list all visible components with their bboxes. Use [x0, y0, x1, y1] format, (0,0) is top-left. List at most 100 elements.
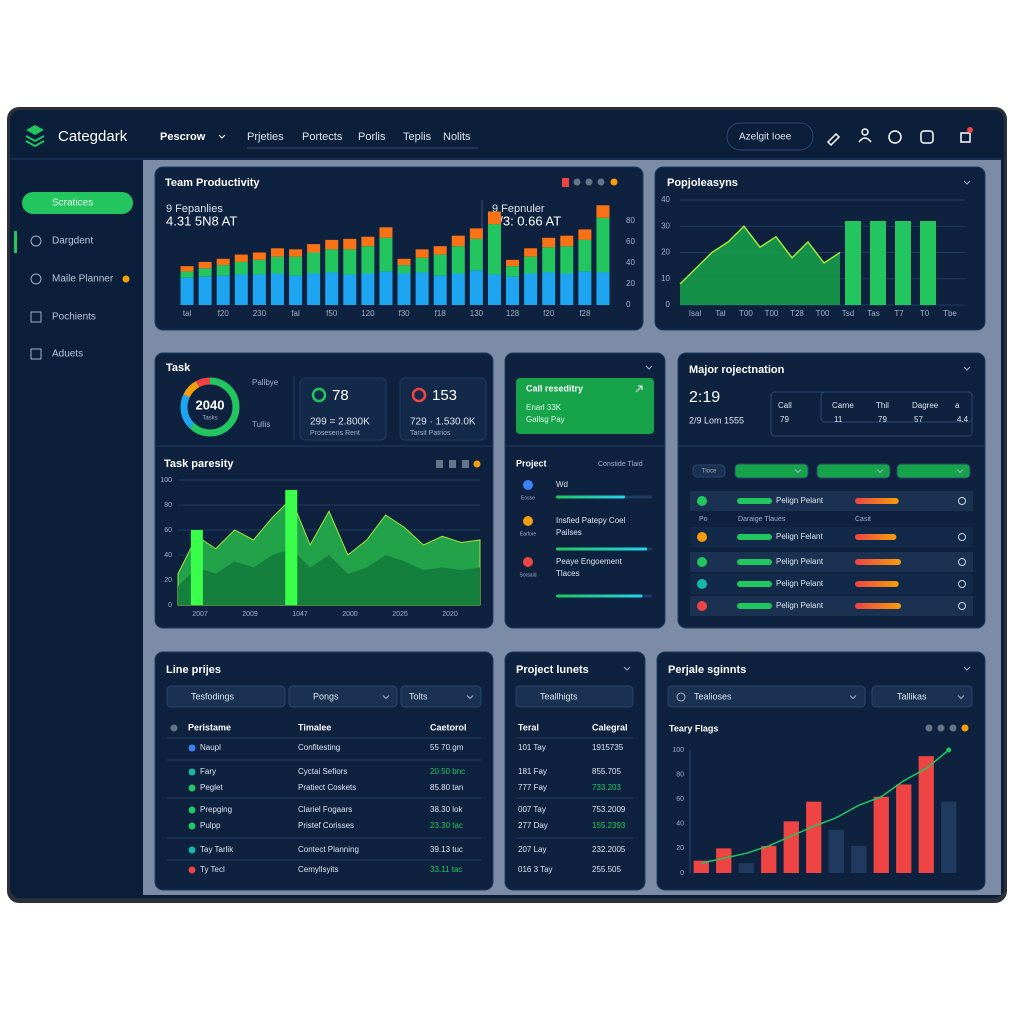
bar-segment — [487, 211, 501, 225]
y-tick-label: 80 — [164, 502, 172, 509]
x-tick-label: f20 — [543, 309, 555, 318]
legend-item: Tullis — [252, 420, 270, 429]
row-pill — [737, 581, 772, 587]
y-tick-label: 80 — [676, 771, 684, 778]
y-tick-label: 100 — [160, 477, 172, 484]
panel-title: Popjoleasyns — [667, 177, 738, 189]
cell: 23.30 tac — [430, 821, 463, 830]
nav-item[interactable]: Portects — [302, 131, 343, 143]
nav-item[interactable]: Prjeties — [247, 131, 284, 143]
filter-dropdown[interactable] — [667, 685, 866, 708]
stat-value: 4.31 5N8 AT — [166, 213, 237, 228]
filter-dropdown[interactable] — [734, 463, 809, 479]
edit-icon[interactable] — [826, 132, 841, 147]
stat-sub: Tarsit Patrios — [410, 430, 451, 437]
y-tick-label: 10 — [661, 274, 670, 283]
menu-caret — [218, 134, 226, 139]
row-action[interactable] — [958, 558, 966, 566]
bar-segment — [596, 217, 610, 273]
row-action[interactable] — [958, 533, 966, 541]
row-icon — [697, 557, 707, 567]
filter-dropdown[interactable] — [166, 685, 286, 708]
nav-item[interactable]: Nolits — [443, 131, 471, 143]
bar-segment — [415, 249, 429, 258]
column-header: Po — [699, 516, 708, 523]
bar — [941, 801, 957, 873]
column-header: Peristame — [188, 722, 231, 732]
row-icon — [697, 532, 707, 542]
x-tick-label: f18 — [435, 309, 447, 318]
alert-dot — [967, 127, 973, 133]
row-bar — [855, 559, 901, 565]
bar-segment — [578, 229, 592, 240]
row-action[interactable] — [958, 602, 966, 610]
sidebar-active[interactable] — [22, 192, 133, 214]
user-icon[interactable] — [861, 128, 869, 136]
stat-label: 9 Fepnuler — [492, 203, 545, 215]
bar-segment — [289, 249, 303, 257]
refresh-icon[interactable] — [888, 130, 902, 144]
search-text[interactable]: Azelgit Ioee — [739, 132, 792, 143]
filter-dropdown[interactable] — [896, 463, 971, 479]
bar-segment — [198, 261, 212, 269]
x-tick-label: Tsd — [842, 309, 854, 318]
progress-bar — [556, 495, 626, 499]
cell: Naupl — [200, 743, 221, 752]
bar-segment — [198, 268, 212, 277]
y-tick-label: 60 — [164, 527, 172, 534]
filter-label[interactable]: Tolts — [409, 691, 428, 701]
bar-segment — [234, 254, 248, 262]
sidebar-item[interactable]: Pochients — [52, 312, 96, 323]
y-tick-label: 40 — [626, 258, 635, 267]
panel-carets[interactable] — [623, 180, 971, 671]
y-tick-label: 40 — [164, 552, 172, 559]
column-header: Daraige Tlaues — [738, 516, 786, 523]
row-action[interactable] — [958, 580, 966, 588]
stat-line: 729 · 1.530.0K — [410, 417, 476, 428]
filter-label[interactable]: Tloce — [702, 469, 717, 475]
bar-segment — [542, 272, 556, 305]
chat-icon[interactable] — [920, 130, 934, 144]
stat-icon — [311, 387, 327, 403]
x-tick-label: 2009 — [242, 611, 258, 618]
row-bar — [855, 534, 897, 540]
filter-label[interactable]: Tallikas — [897, 691, 927, 701]
sidebar-item[interactable]: Dargdent — [52, 236, 93, 247]
filter-dropdown[interactable] — [288, 685, 398, 708]
menu[interactable]: Pescrow — [160, 131, 206, 143]
time: 2:19 — [689, 389, 720, 406]
nav-item[interactable]: Porlis — [358, 131, 386, 143]
y-tick-label: 60 — [626, 237, 635, 246]
item-label: Insfied Patepy Coel — [556, 516, 626, 525]
row-dot — [188, 866, 196, 874]
filter-dropdown[interactable] — [515, 685, 634, 708]
stat-card — [399, 377, 487, 441]
mini-head: Dagree — [912, 401, 939, 410]
filter-dropdown[interactable] — [400, 685, 482, 708]
mini-head: Carne — [832, 401, 854, 410]
cell: 207 Lay — [518, 845, 546, 854]
bar-segment — [451, 235, 465, 247]
search-box[interactable] — [726, 122, 814, 151]
filter-dropdown[interactable] — [816, 463, 891, 479]
bar-segment — [361, 273, 375, 305]
row-bar — [855, 603, 901, 609]
section-link[interactable]: Constide Tlaid — [598, 461, 643, 468]
filter-label[interactable]: Pongs — [313, 691, 339, 701]
caret — [382, 695, 390, 700]
cell: 777 Fay — [518, 783, 547, 792]
sidebar-item[interactable]: Aduets — [52, 349, 83, 360]
filter-label[interactable]: Tealioses — [694, 691, 732, 701]
sidebar-item[interactable]: Scratices — [52, 198, 93, 209]
item-icon — [523, 516, 533, 526]
nav-item[interactable]: Teplis — [403, 131, 432, 143]
filter-chip[interactable] — [692, 464, 726, 478]
bar-segment — [506, 259, 520, 267]
sidebar-item[interactable]: Maile Planner — [52, 274, 114, 285]
item-icon — [523, 557, 533, 567]
filter-dropdown[interactable] — [871, 685, 973, 708]
alert-icon[interactable] — [960, 132, 971, 143]
row-action[interactable] — [958, 497, 966, 505]
filter-label[interactable]: Tesfodings — [191, 691, 235, 701]
filter-label[interactable]: Teallhigts — [540, 691, 578, 701]
